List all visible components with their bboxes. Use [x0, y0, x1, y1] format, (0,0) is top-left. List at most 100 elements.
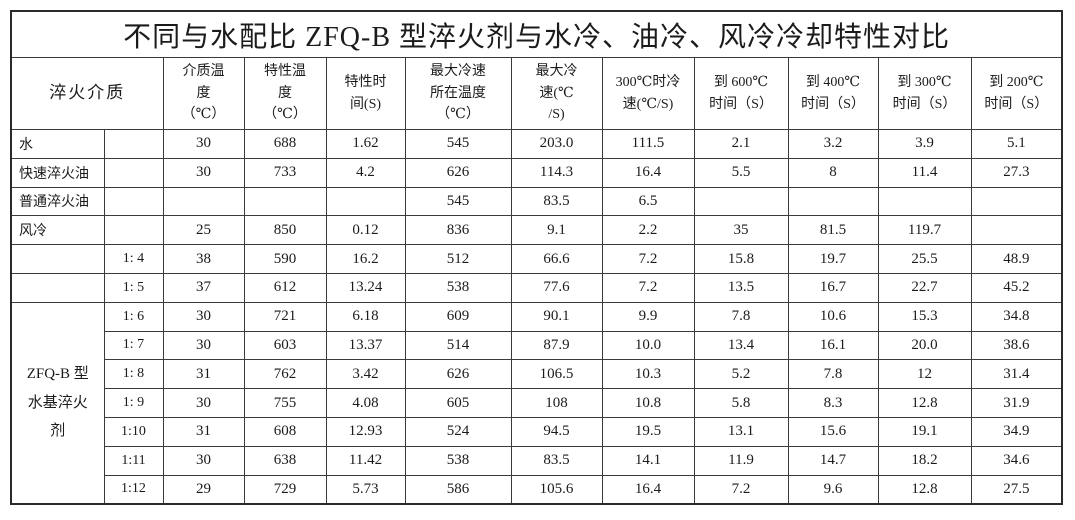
- data-cell: 45.2: [970, 272, 1063, 303]
- medium-label-cell: ZFQ-B 型水基淬火剂: [10, 301, 105, 505]
- ratio-cell: 1:12: [103, 474, 164, 505]
- data-cell: [693, 186, 789, 217]
- ratio-cell: 1: 5: [103, 272, 164, 303]
- ratio-cell: [103, 129, 164, 159]
- data-cell: 11.9: [693, 445, 789, 476]
- table-row: 1: 5 37 612 13.24 538 77.6 7.2 13.5 16.7 22.7 45.2: [10, 272, 1063, 303]
- data-cell: 5.73: [325, 474, 406, 505]
- ratio-cell: 1: 8: [103, 359, 164, 390]
- data-cell: 38.6: [970, 330, 1063, 361]
- medium-label-cell: 风冷: [10, 215, 105, 246]
- data-cell: 9.9: [601, 301, 695, 332]
- data-cell: 30: [162, 330, 245, 361]
- data-cell: 20.0: [877, 330, 972, 361]
- medium-label-cell: 水: [10, 129, 105, 159]
- data-cell: 19.1: [877, 416, 972, 447]
- data-cell: 1.62: [325, 129, 406, 159]
- table-row: 快速淬火油 30 733 4.2 626 114.3 16.4 5.5 8 11.4 27.3: [10, 157, 1063, 188]
- data-cell: 586: [404, 474, 512, 505]
- data-cell: 83.5: [510, 186, 603, 217]
- data-cell: 762: [243, 359, 327, 390]
- data-cell: 12.8: [877, 388, 972, 418]
- ratio-cell: 1: 9: [103, 388, 164, 418]
- data-cell: [325, 186, 406, 217]
- data-cell: [162, 186, 245, 217]
- data-cell: 688: [243, 129, 327, 159]
- col-time-to-300: 到 300℃ 时间（S）: [877, 57, 972, 130]
- data-cell: 3.9: [877, 129, 972, 159]
- data-cell: 8.3: [787, 388, 879, 418]
- data-cell: 7.8: [787, 359, 879, 390]
- data-cell: 10.3: [601, 359, 695, 390]
- table-body: 水 30 688 1.62 545 203.0 111.5 2.1 3.2 3.9 5.1 快速淬火油…: [10, 129, 1063, 505]
- col-time-to-600: 到 600℃ 时间（S）: [693, 57, 789, 130]
- data-cell: 30: [162, 129, 245, 159]
- data-cell: 612: [243, 272, 327, 303]
- data-cell: 77.6: [510, 272, 603, 303]
- data-cell: 12: [877, 359, 972, 390]
- data-cell: 10.6: [787, 301, 879, 332]
- data-cell: 14.1: [601, 445, 695, 476]
- data-cell: 25.5: [877, 244, 972, 274]
- data-cell: 638: [243, 445, 327, 476]
- data-cell: 83.5: [510, 445, 603, 476]
- data-cell: 108: [510, 388, 603, 418]
- table-row: 普通淬火油 545 83.5 6.5: [10, 186, 1063, 217]
- ratio-cell: 1:10: [103, 416, 164, 447]
- data-cell: 8: [787, 157, 879, 188]
- data-cell: 2.1: [693, 129, 789, 159]
- data-cell: 16.1: [787, 330, 879, 361]
- table-row: 1: 8 31 762 3.42 626 106.5 10.3 5.2 7.8 12 31.4: [11, 359, 1063, 390]
- data-cell: 514: [404, 330, 512, 361]
- data-cell: 16.7: [787, 272, 879, 303]
- data-cell: 729: [243, 474, 327, 505]
- data-cell: 16.4: [601, 157, 695, 188]
- data-cell: 10.8: [601, 388, 695, 418]
- data-cell: [970, 215, 1063, 246]
- data-cell: 29: [162, 474, 245, 505]
- medium-column-header: 淬火介质: [10, 57, 164, 130]
- data-cell: 605: [404, 388, 512, 418]
- data-cell: 15.3: [877, 301, 972, 332]
- data-cell: 34.8: [970, 301, 1063, 332]
- data-cell: 19.5: [601, 416, 695, 447]
- data-cell: 603: [243, 330, 327, 361]
- data-cell: 13.24: [325, 272, 406, 303]
- table-row: 风冷 25 850 0.12 836 9.1 2.2 35 81.5 119.7: [10, 215, 1063, 246]
- data-cell: 15.8: [693, 244, 789, 274]
- data-cell: 34.9: [970, 416, 1063, 447]
- data-cell: 31.9: [970, 388, 1063, 418]
- col-characteristic-temp: 特性温度（℃）: [243, 57, 327, 130]
- data-cell: [787, 186, 879, 217]
- data-cell: 2.2: [601, 215, 695, 246]
- medium-label-cell: 快速淬火油: [10, 157, 105, 188]
- data-cell: 850: [243, 215, 327, 246]
- data-cell: 30: [162, 388, 245, 418]
- data-cell: 5.8: [693, 388, 789, 418]
- data-cell: [877, 186, 972, 217]
- table-title: 不同与水配比 ZFQ-B 型淬火剂与水冷、油冷、风冷冷却特性对比: [10, 10, 1063, 58]
- ratio-cell: 1: 6: [103, 301, 164, 332]
- data-cell: 15.6: [787, 416, 879, 447]
- data-cell: [243, 186, 327, 217]
- data-cell: 0.12: [325, 215, 406, 246]
- data-cell: 14.7: [787, 445, 879, 476]
- ratio-cell: 1: 4: [103, 244, 164, 274]
- column-header-row: 淬火介质 介质温度（℃） 特性温度（℃） 特性时 间(S) 最大冷速 所在温度 （℃） 最大冷…: [10, 57, 1063, 130]
- col-time-to-400: 到 400℃ 时间（S）: [787, 57, 879, 130]
- data-cell: 94.5: [510, 416, 603, 447]
- data-cell: 524: [404, 416, 512, 447]
- data-cell: 30: [162, 445, 245, 476]
- data-cell: 545: [404, 129, 512, 159]
- data-cell: 12.8: [877, 474, 972, 505]
- data-cell: 34.6: [970, 445, 1063, 476]
- data-cell: 538: [404, 445, 512, 476]
- data-cell: 538: [404, 272, 512, 303]
- data-cell: 27.5: [970, 474, 1063, 505]
- data-cell: 721: [243, 301, 327, 332]
- table-row: 1:11 30 638 11.42 538 83.5 14.1 11.9 14.7 18.2 34.…: [11, 445, 1063, 476]
- data-cell: 30: [162, 157, 245, 188]
- data-cell: 5.1: [970, 129, 1063, 159]
- data-cell: 590: [243, 244, 327, 274]
- data-cell: 3.42: [325, 359, 406, 390]
